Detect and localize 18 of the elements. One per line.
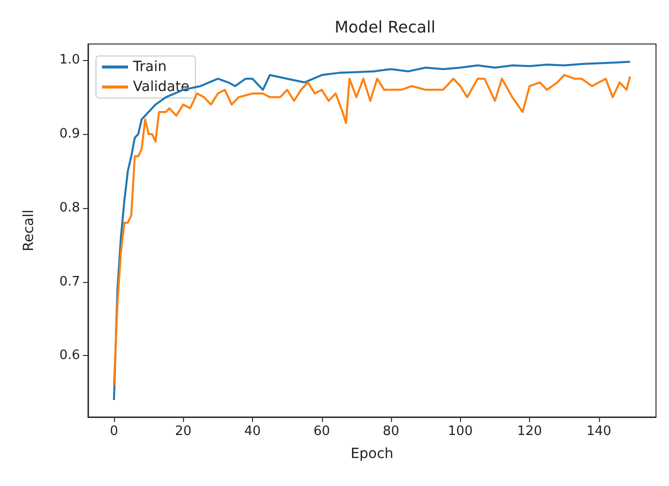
y-tick-label: 0.7 [59,274,80,290]
x-tick-label: 100 [448,424,473,439]
y-tick-label: 0.8 [59,200,80,216]
chart-title: Model Recall [334,18,436,36]
y-tick-label: 0.6 [59,348,80,364]
y-axis-title: Recall [21,210,37,252]
x-axis-title: Epoch [350,446,394,462]
x-tick-label: 80 [382,424,400,439]
x-tick-label: 20 [174,424,192,439]
legend-label: Train [132,59,167,75]
y-tick-label: 1.0 [59,52,80,68]
x-tick-label: 40 [244,424,261,439]
x-tick-label: 60 [314,424,330,439]
x-tick-label: 120 [517,424,542,439]
y-tick-label: 0.9 [59,126,80,142]
x-tick-label: 140 [586,424,612,439]
legend-label: Validate [133,79,190,95]
x-tick-label: 0 [110,424,118,439]
